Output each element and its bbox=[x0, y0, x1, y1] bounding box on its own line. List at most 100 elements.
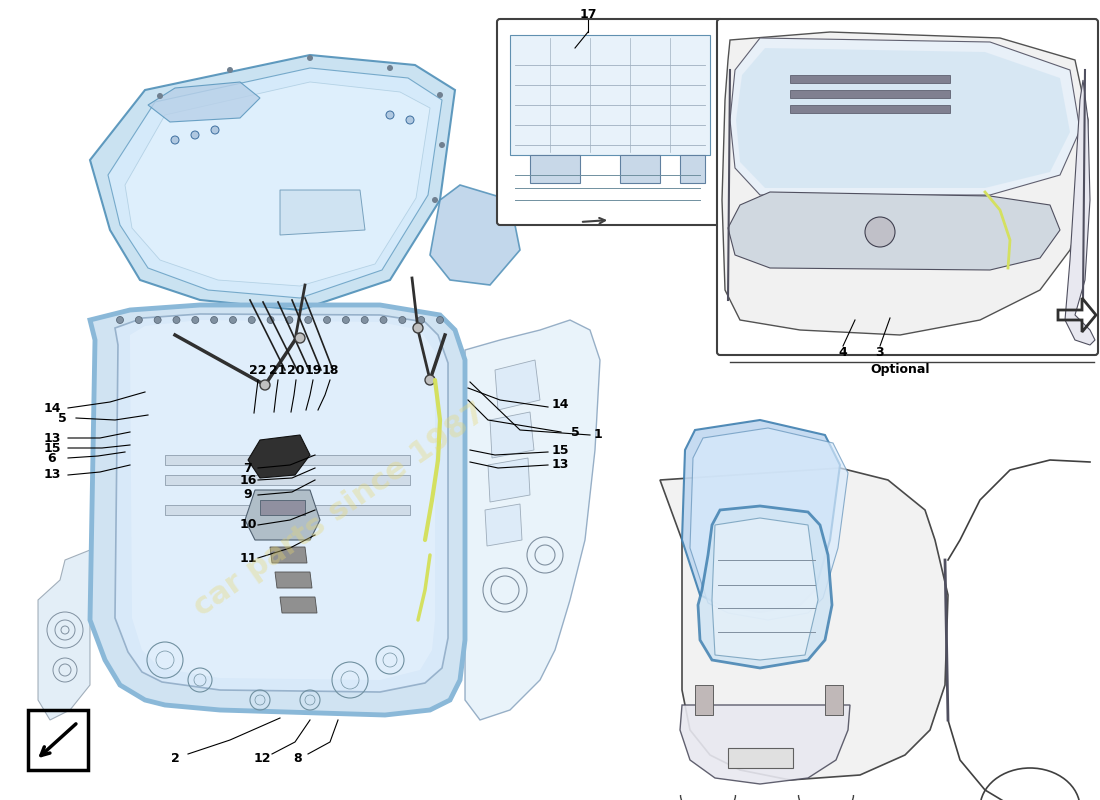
Circle shape bbox=[342, 317, 350, 323]
Text: 2: 2 bbox=[170, 751, 179, 765]
Circle shape bbox=[191, 317, 199, 323]
Circle shape bbox=[432, 197, 438, 203]
Circle shape bbox=[260, 380, 270, 390]
Text: 13: 13 bbox=[43, 469, 60, 482]
Circle shape bbox=[154, 317, 161, 323]
Circle shape bbox=[379, 317, 387, 323]
Circle shape bbox=[295, 333, 305, 343]
Polygon shape bbox=[682, 420, 840, 612]
Text: 15: 15 bbox=[43, 442, 60, 454]
Bar bbox=[165, 505, 410, 515]
Text: 18: 18 bbox=[321, 363, 339, 377]
Bar bbox=[728, 748, 793, 768]
Text: 7: 7 bbox=[243, 462, 252, 474]
Text: 9: 9 bbox=[244, 489, 252, 502]
Text: 13: 13 bbox=[43, 431, 60, 445]
Polygon shape bbox=[712, 518, 818, 660]
Text: 11: 11 bbox=[240, 551, 256, 565]
Text: 4: 4 bbox=[838, 346, 847, 358]
Polygon shape bbox=[90, 305, 465, 715]
Circle shape bbox=[211, 126, 219, 134]
Circle shape bbox=[412, 323, 424, 333]
FancyBboxPatch shape bbox=[717, 19, 1098, 355]
Circle shape bbox=[425, 375, 435, 385]
Polygon shape bbox=[510, 35, 710, 155]
Circle shape bbox=[286, 317, 293, 323]
Bar bbox=[165, 455, 410, 465]
Text: 17: 17 bbox=[580, 7, 596, 21]
Circle shape bbox=[135, 317, 142, 323]
Polygon shape bbox=[248, 435, 310, 478]
Bar bbox=[165, 475, 410, 485]
Text: 20: 20 bbox=[287, 363, 305, 377]
Circle shape bbox=[437, 317, 443, 323]
Text: 22: 22 bbox=[250, 363, 266, 377]
Polygon shape bbox=[736, 48, 1070, 188]
Bar bbox=[680, 155, 705, 183]
Circle shape bbox=[267, 317, 274, 323]
Bar bbox=[530, 155, 580, 183]
Text: 3: 3 bbox=[876, 346, 884, 358]
Circle shape bbox=[227, 67, 233, 73]
Polygon shape bbox=[465, 320, 600, 720]
Polygon shape bbox=[488, 458, 530, 502]
Polygon shape bbox=[275, 572, 312, 588]
Text: 14: 14 bbox=[551, 398, 569, 411]
Polygon shape bbox=[130, 320, 434, 680]
Text: 8: 8 bbox=[294, 751, 302, 765]
Text: 19: 19 bbox=[305, 363, 321, 377]
Circle shape bbox=[249, 317, 255, 323]
Circle shape bbox=[865, 217, 895, 247]
Polygon shape bbox=[825, 685, 843, 715]
Circle shape bbox=[418, 317, 425, 323]
Circle shape bbox=[157, 93, 163, 99]
Text: 10: 10 bbox=[240, 518, 256, 531]
Bar bbox=[790, 75, 950, 83]
Polygon shape bbox=[485, 504, 522, 546]
Polygon shape bbox=[722, 32, 1088, 335]
Circle shape bbox=[170, 136, 179, 144]
Circle shape bbox=[406, 116, 414, 124]
Circle shape bbox=[191, 131, 199, 139]
FancyBboxPatch shape bbox=[497, 19, 723, 225]
Text: car parts since 1987: car parts since 1987 bbox=[188, 398, 492, 622]
Circle shape bbox=[387, 65, 393, 71]
Text: 5: 5 bbox=[571, 426, 580, 438]
Text: 15: 15 bbox=[551, 443, 569, 457]
Circle shape bbox=[117, 317, 123, 323]
Bar bbox=[790, 105, 950, 113]
Bar bbox=[260, 500, 305, 515]
Circle shape bbox=[437, 92, 443, 98]
Polygon shape bbox=[695, 685, 713, 715]
Polygon shape bbox=[116, 314, 448, 692]
Polygon shape bbox=[125, 82, 430, 286]
Text: Optional: Optional bbox=[870, 363, 930, 377]
Polygon shape bbox=[690, 428, 848, 620]
Polygon shape bbox=[495, 360, 540, 410]
Text: 13: 13 bbox=[551, 458, 569, 471]
Circle shape bbox=[230, 317, 236, 323]
Polygon shape bbox=[270, 547, 307, 563]
Polygon shape bbox=[280, 190, 365, 235]
Bar bbox=[790, 90, 950, 98]
Bar bbox=[620, 155, 660, 183]
Bar bbox=[28, 710, 88, 770]
Polygon shape bbox=[660, 468, 948, 780]
Text: 14: 14 bbox=[43, 402, 60, 414]
Circle shape bbox=[173, 317, 180, 323]
Polygon shape bbox=[148, 82, 260, 122]
Polygon shape bbox=[90, 55, 455, 310]
Circle shape bbox=[439, 142, 446, 148]
Polygon shape bbox=[245, 490, 320, 540]
Polygon shape bbox=[430, 185, 520, 285]
Polygon shape bbox=[680, 705, 850, 784]
Circle shape bbox=[210, 317, 218, 323]
Polygon shape bbox=[39, 550, 90, 720]
Polygon shape bbox=[730, 38, 1080, 195]
Text: 5: 5 bbox=[57, 411, 66, 425]
Text: 16: 16 bbox=[240, 474, 256, 486]
Circle shape bbox=[307, 55, 314, 61]
Circle shape bbox=[361, 317, 368, 323]
Polygon shape bbox=[108, 68, 442, 298]
Polygon shape bbox=[728, 192, 1060, 270]
